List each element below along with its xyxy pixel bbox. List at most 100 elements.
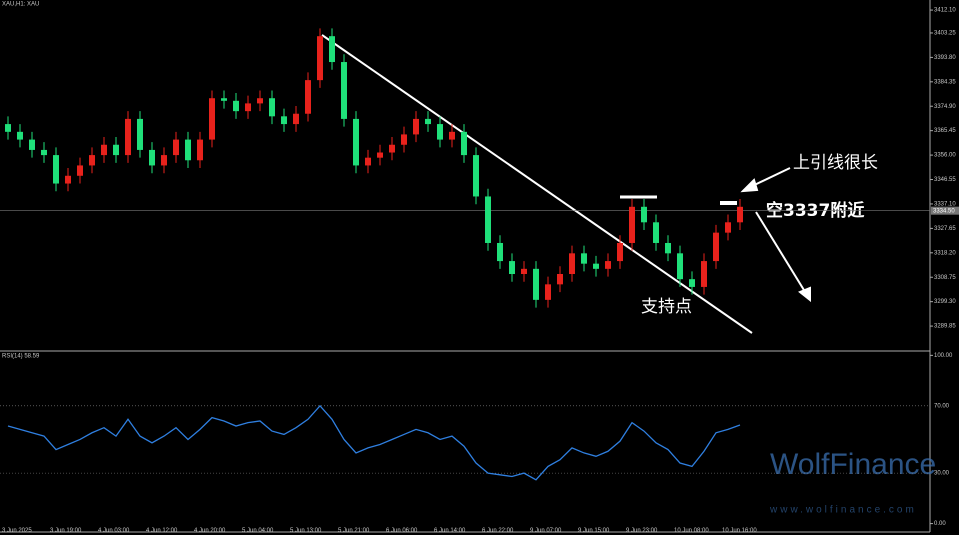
y-tick-label: 100.00 xyxy=(934,353,953,359)
chart-title: XAU,H1: XAU xyxy=(2,2,39,8)
y-tick-label: 30.00 xyxy=(934,471,950,477)
candle-body xyxy=(521,268,527,275)
candle-body xyxy=(353,118,359,166)
y-tick-label: 3346.55 xyxy=(934,177,956,183)
y-tick-label: 3289.85 xyxy=(934,324,956,330)
candle-body xyxy=(449,131,455,140)
y-tick-label: 3365.45 xyxy=(934,128,956,134)
watermark: WolfFinance xyxy=(770,448,936,481)
candle-body xyxy=(197,139,203,161)
candle-body xyxy=(725,222,731,233)
x-tick-label: 3 Jun 19:00 xyxy=(50,528,82,534)
y-tick-label: 3374.90 xyxy=(934,104,956,110)
y-tick-label: 3308.75 xyxy=(934,275,956,281)
candle-body xyxy=(281,116,287,125)
candle-body xyxy=(593,263,599,269)
current-price-label: 3334.50 xyxy=(933,208,955,214)
y-tick-label: 0.00 xyxy=(934,521,946,527)
candle-body xyxy=(497,242,503,262)
candle-body xyxy=(245,103,251,112)
candle-body xyxy=(257,98,263,104)
y-tick-label: 3318.20 xyxy=(934,250,956,256)
y-tick-label: 3403.25 xyxy=(934,31,956,37)
y-tick-label: 3337.10 xyxy=(934,202,956,208)
x-tick-label: 3 Jun 2025 xyxy=(2,528,32,534)
candle-body xyxy=(41,149,47,156)
candle-body xyxy=(533,268,539,300)
y-tick-label: 3384.35 xyxy=(934,79,956,85)
candle-body xyxy=(689,279,695,287)
candle-body xyxy=(557,274,563,285)
x-tick-label: 6 Jun 06:00 xyxy=(386,528,418,534)
x-tick-label: 10 Jun 16:00 xyxy=(722,528,757,534)
candle-body xyxy=(65,175,71,184)
candle-body xyxy=(377,152,383,158)
candle-body xyxy=(77,165,83,176)
candle-body xyxy=(569,253,575,275)
x-tick-label: 4 Jun 12:00 xyxy=(146,528,178,534)
arrow xyxy=(755,211,808,296)
candle-body xyxy=(329,36,335,63)
candle-body xyxy=(173,139,179,156)
candle-body xyxy=(461,131,467,156)
candle-body xyxy=(365,157,371,166)
candle-body xyxy=(617,242,623,262)
candle-body xyxy=(5,124,11,132)
y-tick-label: 70.00 xyxy=(934,403,950,409)
candle-body xyxy=(221,98,227,101)
y-tick-label: 3299.30 xyxy=(934,299,956,305)
candle-body xyxy=(701,261,707,287)
candle-body xyxy=(473,155,479,197)
candle-body xyxy=(317,36,323,81)
candle-body xyxy=(149,149,155,166)
candle-body xyxy=(185,139,191,161)
current-price-box xyxy=(931,206,959,215)
x-tick-label: 6 Jun 22:00 xyxy=(482,528,514,534)
arrows xyxy=(740,167,811,303)
x-tick-label: 9 Jun 23:00 xyxy=(626,528,658,534)
x-tick-label: 9 Jun 15:00 xyxy=(578,528,610,534)
candle-body xyxy=(437,124,443,140)
x-tick-label: 4 Jun 20:00 xyxy=(194,528,226,534)
y-tick-label: 3356.00 xyxy=(934,153,956,159)
candle-body xyxy=(161,155,167,166)
y-tick-label: 3393.80 xyxy=(934,55,956,61)
rsi-title: RSI(14) 58.59 xyxy=(2,354,40,360)
candle-body xyxy=(29,139,35,150)
annotation: 上引线很长 xyxy=(793,153,878,173)
candle-body xyxy=(629,206,635,243)
candle-body xyxy=(269,98,275,117)
arrow-head xyxy=(798,286,811,303)
candle-body xyxy=(713,232,719,262)
candle-body xyxy=(305,80,311,114)
candle-body xyxy=(665,242,671,254)
candle-body xyxy=(737,206,743,223)
candle-body xyxy=(581,253,587,264)
x-tick-label: 4 Jun 03:00 xyxy=(98,528,130,534)
candle-body xyxy=(425,118,431,125)
watermark-url: www.wolfinance.com xyxy=(769,505,917,516)
candle-body xyxy=(53,155,59,184)
candle-body xyxy=(413,118,419,135)
y-tick-label: 3412.10 xyxy=(934,8,956,14)
candle-body xyxy=(209,98,215,140)
x-tick-label: 9 Jun 07:00 xyxy=(530,528,562,534)
candle-body xyxy=(101,144,107,156)
candle-body xyxy=(485,196,491,243)
candle-body xyxy=(401,134,407,145)
y-tick-label: 3327.65 xyxy=(934,226,956,232)
x-tick-label: 10 Jun 08:00 xyxy=(674,528,709,534)
candle-body xyxy=(605,261,611,269)
x-tick-label: 5 Jun 21:00 xyxy=(338,528,370,534)
candle-body xyxy=(389,144,395,153)
x-tick-label: 5 Jun 13:00 xyxy=(290,528,322,534)
candle-body xyxy=(641,206,647,223)
x-tick-label: 6 Jun 14:00 xyxy=(434,528,466,534)
candle-body xyxy=(677,253,683,280)
arrow-head xyxy=(740,178,759,193)
candle-body xyxy=(137,118,143,150)
candle-body xyxy=(653,222,659,243)
candle-body xyxy=(341,62,347,119)
